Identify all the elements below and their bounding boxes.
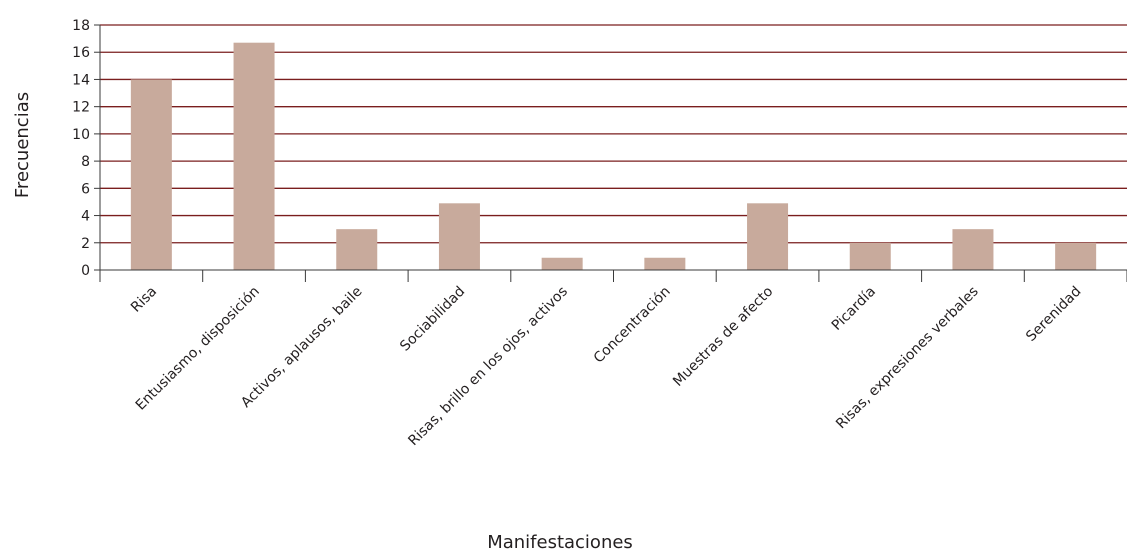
bar bbox=[336, 229, 377, 270]
x-tick-label: Concentración bbox=[591, 284, 674, 367]
bar bbox=[850, 243, 891, 270]
bar bbox=[234, 43, 275, 270]
x-tick-label: Picardía bbox=[829, 284, 879, 334]
x-tick-label: Sociabilidad bbox=[397, 284, 468, 355]
bar bbox=[952, 229, 993, 270]
y-tick-label: 14 bbox=[72, 72, 90, 88]
bar bbox=[439, 203, 480, 270]
y-tick-label: 16 bbox=[72, 45, 90, 61]
x-tick-labels: RisaEntusiasmo, disposiciónActivos, apla… bbox=[128, 284, 1084, 450]
x-tick-label: Muestras de afecto bbox=[670, 284, 776, 390]
bar bbox=[542, 258, 583, 270]
bar bbox=[1055, 243, 1096, 270]
bar bbox=[131, 79, 172, 270]
y-tick-label: 12 bbox=[72, 100, 90, 116]
x-tick-label: Activos, aplausos, baile bbox=[238, 284, 365, 411]
x-tick-label: Serenidad bbox=[1023, 284, 1084, 345]
y-tick-label: 2 bbox=[81, 236, 90, 252]
bar bbox=[747, 203, 788, 270]
y-tick-label: 18 bbox=[72, 18, 90, 34]
y-tick-label: 10 bbox=[72, 127, 90, 143]
bar bbox=[644, 258, 685, 270]
y-axis-title: Frecuencias bbox=[12, 92, 33, 198]
y-tick-labels: 0 2 4 6 8 10 12 14 16 18 bbox=[72, 18, 90, 279]
y-tick-label: 6 bbox=[81, 181, 90, 197]
x-axis-title: Manifestaciones bbox=[487, 532, 633, 553]
bars bbox=[131, 43, 1096, 270]
x-tick-label: Risas, brillo en los ojos, activos bbox=[405, 284, 571, 450]
y-tick-label: 8 bbox=[81, 154, 90, 170]
y-tick-label: 0 bbox=[81, 263, 90, 279]
x-tick-label: Risa bbox=[128, 284, 160, 316]
y-tick-label: 4 bbox=[81, 209, 90, 225]
